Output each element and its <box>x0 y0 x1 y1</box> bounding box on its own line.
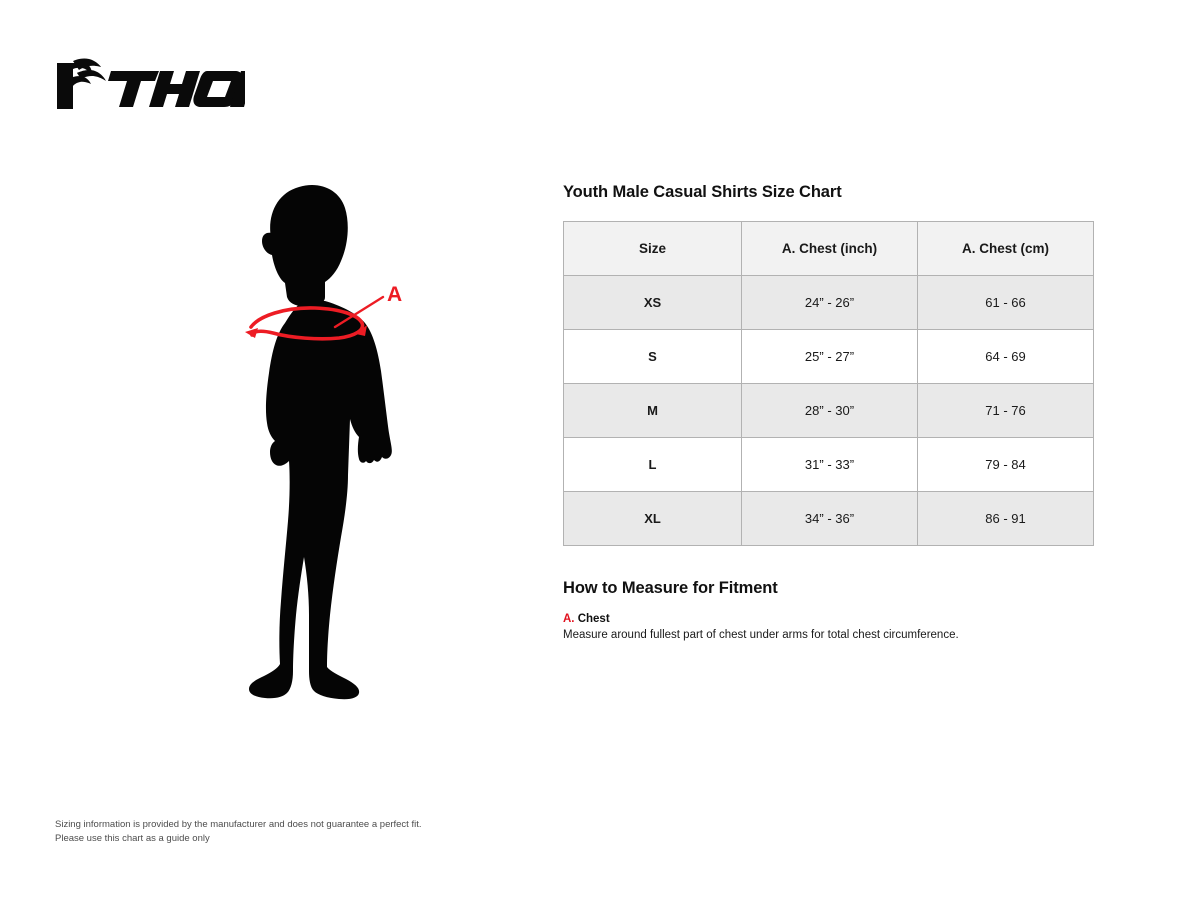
page-title: Youth Male Casual Shirts Size Chart <box>563 183 842 201</box>
cell-chest-cm: 79 - 84 <box>917 437 1094 492</box>
cell-chest-inch: 31” - 33” <box>741 437 918 492</box>
column-header-size: Size <box>563 221 742 276</box>
disclaimer-line-1: Sizing information is provided by the ma… <box>55 819 422 830</box>
chest-measure-callout <box>245 295 385 341</box>
chart-content-column: Youth Male Casual Shirts Size Chart Size… <box>563 183 1103 643</box>
cell-size: XL <box>563 491 742 546</box>
table-row: M 28” - 30” 71 - 76 <box>563 383 1094 438</box>
table-header-row: Size A. Chest (inch) A. Chest (cm) <box>563 221 1094 276</box>
body-silhouette-figure: A <box>215 175 430 710</box>
table-row: L 31” - 33” 79 - 84 <box>563 437 1094 492</box>
thor-helmet-logo <box>55 55 245 117</box>
cell-chest-inch: 24” - 26” <box>741 275 918 330</box>
disclaimer: Sizing information is provided by the ma… <box>55 818 422 846</box>
cell-chest-inch: 34” - 36” <box>741 491 918 546</box>
cell-size: M <box>563 383 742 438</box>
cell-chest-inch: 28” - 30” <box>741 383 918 438</box>
cell-chest-cm: 61 - 66 <box>917 275 1094 330</box>
cell-size: XS <box>563 275 742 330</box>
cell-chest-cm: 86 - 91 <box>917 491 1094 546</box>
how-to-measure-heading: How to Measure for Fitment <box>563 579 778 597</box>
table-row: XS 24” - 26” 61 - 66 <box>563 275 1094 330</box>
table-row: S 25” - 27” 64 - 69 <box>563 329 1094 384</box>
disclaimer-line-2: Please use this chart as a guide only <box>55 832 210 844</box>
measure-item-description: Measure around fullest part of chest und… <box>563 629 959 641</box>
size-chart-table: Size A. Chest (inch) A. Chest (cm) XS 24… <box>563 221 1094 546</box>
column-header-chest-inch: A. Chest (inch) <box>741 221 918 276</box>
callout-letter-a: A <box>387 283 402 306</box>
cell-size: S <box>563 329 742 384</box>
table-row: XL 34” - 36” 86 - 91 <box>563 491 1094 546</box>
cell-size: L <box>563 437 742 492</box>
cell-chest-cm: 71 - 76 <box>917 383 1094 438</box>
measure-item-label: A. Chest <box>563 613 1103 625</box>
cell-chest-cm: 64 - 69 <box>917 329 1094 384</box>
measure-item-letter: A. <box>563 613 575 625</box>
cell-chest-inch: 25” - 27” <box>741 329 918 384</box>
column-header-chest-cm: A. Chest (cm) <box>917 221 1094 276</box>
silhouette-shape <box>249 185 392 700</box>
measure-item-name: Chest <box>577 613 610 625</box>
